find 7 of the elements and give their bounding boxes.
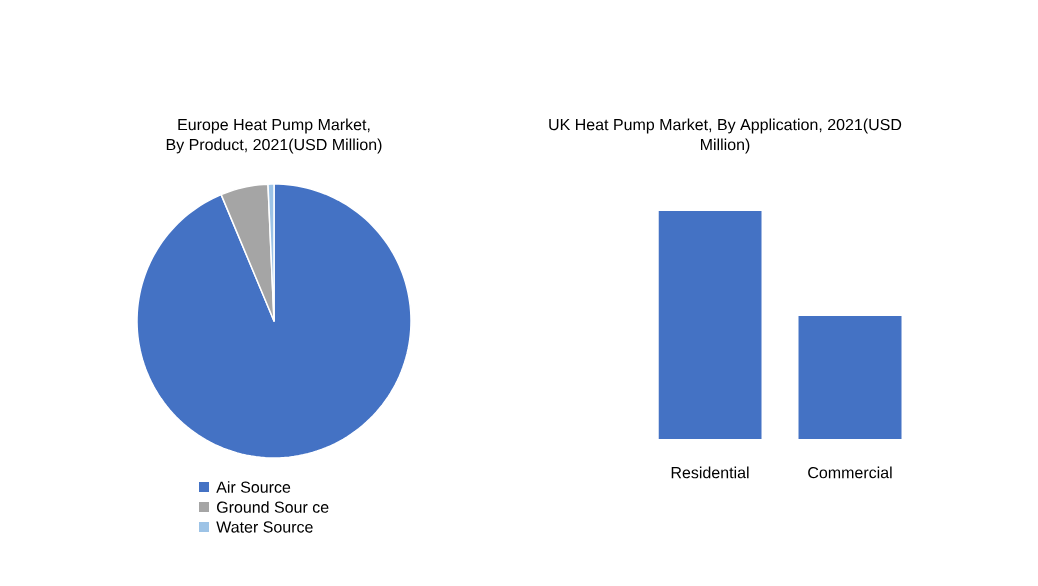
chart-title: Europe Heat Pump Market, By Product, 2021(USD Million): [166, 118, 382, 154]
legend-label: Ground Sour ce: [217, 501, 329, 513]
x-tick-label: Commercial: [808, 466, 892, 479]
legend-label: Water Source: [216, 521, 313, 533]
chart-title: UK Heat Pump Market, By Application, 2021(USD Million): [549, 118, 902, 154]
legend-label: Air Source: [216, 481, 291, 493]
x-tick-label: Residential: [671, 466, 749, 479]
